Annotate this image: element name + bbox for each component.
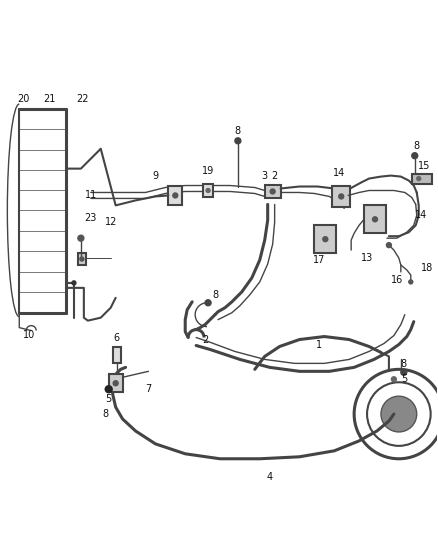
Circle shape [417, 176, 421, 181]
Circle shape [373, 217, 378, 222]
Circle shape [205, 300, 211, 306]
Text: 5: 5 [401, 374, 407, 384]
Bar [314, 225, 336, 253]
Circle shape [78, 235, 84, 241]
Text: 9: 9 [152, 171, 159, 181]
Text: 21: 21 [43, 94, 55, 104]
Text: 15: 15 [417, 160, 430, 171]
Text: 18: 18 [420, 263, 433, 273]
Bar [332, 185, 350, 207]
Bar [109, 374, 123, 392]
Text: 12: 12 [105, 217, 117, 227]
Circle shape [105, 386, 112, 393]
Circle shape [323, 237, 328, 241]
Text: 2: 2 [272, 171, 278, 181]
Text: 7: 7 [145, 384, 152, 394]
Circle shape [72, 281, 76, 285]
Text: 14: 14 [415, 211, 427, 220]
Text: 17: 17 [313, 255, 325, 265]
Circle shape [409, 280, 413, 284]
Text: 8: 8 [235, 126, 241, 136]
Text: 8: 8 [413, 141, 420, 151]
Circle shape [270, 189, 275, 194]
Bar [78, 253, 86, 265]
Text: 10: 10 [23, 329, 35, 340]
Circle shape [80, 257, 84, 261]
Text: 1: 1 [316, 340, 322, 350]
Bar [364, 205, 386, 233]
Circle shape [381, 396, 417, 432]
Circle shape [339, 194, 344, 199]
Text: 23: 23 [85, 213, 97, 223]
Text: 13: 13 [361, 253, 373, 263]
Circle shape [386, 243, 392, 248]
Circle shape [412, 153, 418, 159]
Text: 14: 14 [333, 167, 345, 177]
Bar [203, 183, 213, 197]
Circle shape [206, 189, 210, 192]
Text: 19: 19 [202, 166, 214, 175]
Text: 8: 8 [102, 409, 109, 419]
Text: 22: 22 [77, 94, 89, 104]
Bar [113, 348, 120, 364]
Text: 8: 8 [401, 359, 407, 369]
Circle shape [392, 377, 396, 382]
Circle shape [173, 193, 178, 198]
Text: 5: 5 [106, 394, 112, 404]
Bar [168, 185, 182, 205]
Text: 8: 8 [212, 290, 218, 300]
Text: 2: 2 [202, 335, 208, 344]
Bar [265, 184, 281, 198]
Text: 6: 6 [113, 333, 120, 343]
Circle shape [235, 138, 241, 144]
Text: 4: 4 [267, 472, 273, 482]
Text: 16: 16 [391, 275, 403, 285]
Bar [412, 174, 431, 183]
Circle shape [401, 369, 407, 375]
Text: 3: 3 [261, 171, 268, 181]
Text: 20: 20 [17, 94, 29, 104]
Circle shape [113, 381, 118, 386]
Text: 11: 11 [85, 190, 97, 200]
